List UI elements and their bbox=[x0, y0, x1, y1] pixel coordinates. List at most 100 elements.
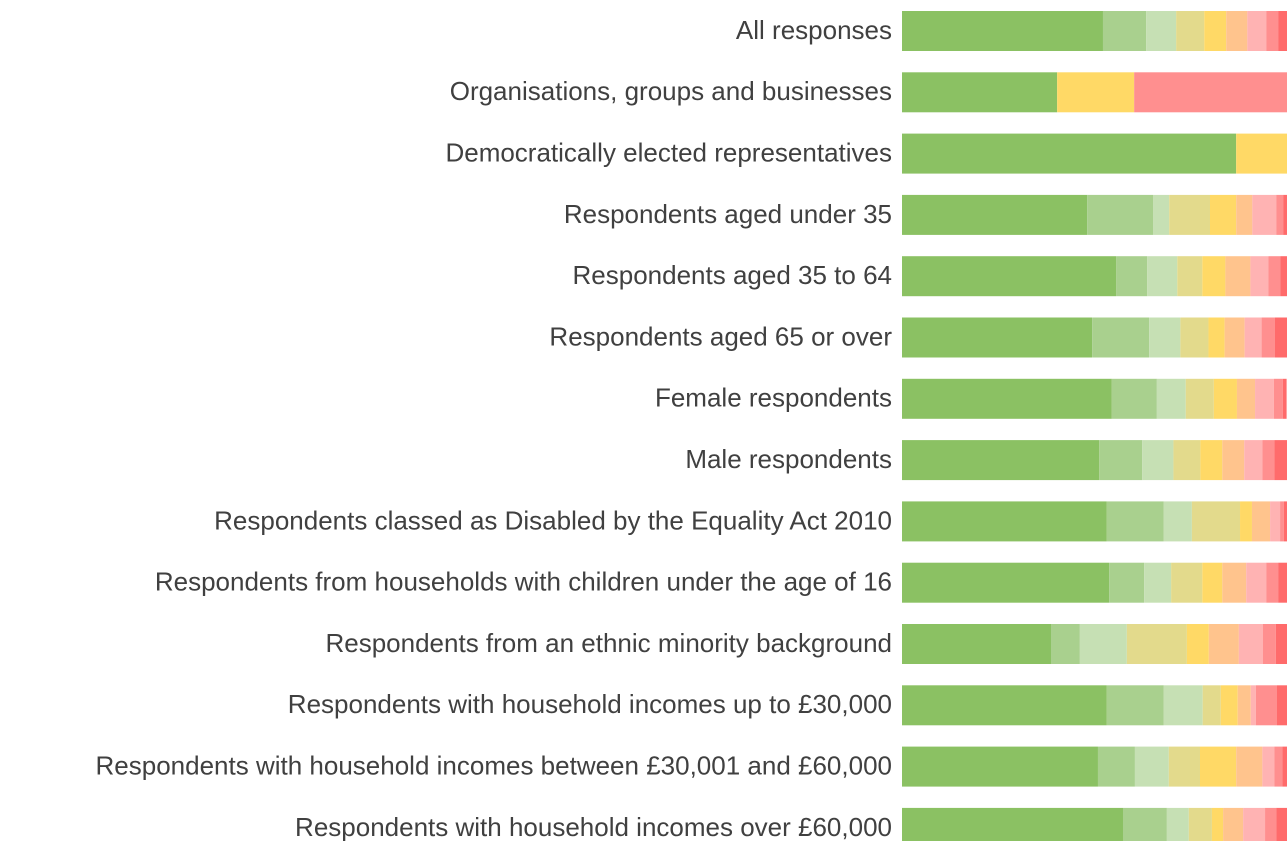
category-label: Respondents classed as Disabled by the E… bbox=[214, 505, 892, 535]
bar-segment bbox=[902, 317, 1093, 358]
bar-segment bbox=[1102, 11, 1147, 51]
bar-segment bbox=[1274, 440, 1287, 481]
bar-segment bbox=[1208, 317, 1225, 358]
bar-segment bbox=[1266, 11, 1279, 51]
category-label: Respondents with household incomes betwe… bbox=[96, 750, 892, 780]
bar-segment bbox=[1262, 624, 1276, 664]
bar-segment bbox=[1236, 194, 1253, 235]
bar-segment bbox=[1265, 807, 1277, 841]
bar-segment bbox=[1278, 11, 1287, 51]
bar-segment bbox=[1208, 624, 1239, 664]
bar-segment bbox=[1244, 440, 1263, 481]
bar-segment bbox=[1116, 256, 1148, 297]
bar-segment bbox=[1274, 317, 1287, 358]
category-label: Respondents aged 35 to 64 bbox=[573, 260, 892, 290]
category-label: Respondents with household incomes up to… bbox=[288, 689, 892, 719]
bar-segment bbox=[1171, 562, 1203, 603]
bar-segment bbox=[1153, 194, 1170, 235]
bar-segment bbox=[902, 11, 1103, 51]
bar-segment bbox=[1210, 194, 1237, 235]
bar-segment bbox=[902, 133, 1237, 174]
bar-segment bbox=[1087, 194, 1154, 235]
bar-segment bbox=[1147, 256, 1178, 297]
bar-segment bbox=[1251, 501, 1271, 542]
bar-segment bbox=[1276, 685, 1287, 726]
bar-segment bbox=[1144, 562, 1172, 603]
category-label: All responses bbox=[736, 15, 892, 45]
bar-segment bbox=[1223, 807, 1244, 841]
bar-segment bbox=[1109, 562, 1145, 603]
bar-segment bbox=[1050, 624, 1080, 664]
bar-segment bbox=[1220, 685, 1238, 726]
bar-segment bbox=[1255, 378, 1274, 419]
bar-segment bbox=[1111, 378, 1157, 419]
bar-segment bbox=[1236, 378, 1256, 419]
bar-segment bbox=[1273, 378, 1283, 419]
bar-segment bbox=[1280, 501, 1284, 542]
bar-segment bbox=[1274, 746, 1283, 787]
bar-segment bbox=[1252, 194, 1277, 235]
bar-segment bbox=[1270, 501, 1281, 542]
bar-segment bbox=[1079, 624, 1127, 664]
bar-segment bbox=[1092, 317, 1150, 358]
bar-segment bbox=[902, 72, 1058, 113]
bar-segment bbox=[1283, 501, 1287, 542]
bar-segment bbox=[1202, 562, 1223, 603]
bar-segment bbox=[1186, 624, 1209, 664]
bar-segment bbox=[1262, 440, 1275, 481]
bar-segment bbox=[902, 501, 1107, 542]
bar-segment bbox=[1222, 440, 1245, 481]
bar-segment bbox=[1146, 11, 1177, 51]
bar-segment bbox=[1213, 378, 1237, 419]
category-label: Democratically elected representatives bbox=[445, 137, 892, 167]
bar-segment bbox=[1226, 11, 1248, 51]
category-label: Respondents aged 65 or over bbox=[549, 321, 892, 351]
bar-segment bbox=[1057, 72, 1135, 113]
bar-segment bbox=[1185, 378, 1214, 419]
bar-segment bbox=[1163, 685, 1203, 726]
bar-segment bbox=[1261, 317, 1275, 358]
category-label: Respondents from households with childre… bbox=[155, 567, 892, 597]
bar-segment bbox=[1225, 256, 1251, 297]
bar-segment bbox=[1188, 807, 1212, 841]
category-label: Respondents from an ethnic minority back… bbox=[325, 628, 892, 658]
bar-segment bbox=[1191, 501, 1241, 542]
bar-segment bbox=[1134, 72, 1287, 113]
category-label: Respondents aged under 35 bbox=[564, 199, 892, 229]
bar-segment bbox=[1156, 378, 1186, 419]
bar-segment bbox=[1122, 807, 1167, 841]
bar-segment bbox=[1106, 501, 1164, 542]
bar-segment bbox=[902, 256, 1117, 297]
bar-segment bbox=[1280, 256, 1287, 297]
bar-segment bbox=[1166, 807, 1189, 841]
bar-segment bbox=[1236, 133, 1287, 174]
bar-segment bbox=[1275, 624, 1287, 664]
bar-segment bbox=[1202, 685, 1221, 726]
category-label: Respondents with household incomes over … bbox=[295, 812, 892, 841]
bar-segment bbox=[1236, 746, 1263, 787]
bar-segment bbox=[1106, 685, 1164, 726]
bar-segment bbox=[1200, 440, 1223, 481]
bar-segment bbox=[1169, 194, 1210, 235]
bar-segment bbox=[1211, 807, 1224, 841]
bar-segment bbox=[1250, 685, 1256, 726]
bar-segment bbox=[1238, 624, 1263, 664]
bar-segment bbox=[1149, 317, 1181, 358]
bar-segment bbox=[902, 624, 1051, 664]
bar-segment bbox=[1247, 11, 1267, 51]
bar-segment bbox=[1250, 256, 1269, 297]
bar-segment bbox=[1142, 440, 1174, 481]
bar-segment bbox=[902, 807, 1123, 841]
bar-segment bbox=[1097, 746, 1135, 787]
bar-segment bbox=[1266, 562, 1279, 603]
bar-segment bbox=[1168, 746, 1200, 787]
bar-segment bbox=[902, 440, 1100, 481]
bar-segment bbox=[902, 685, 1107, 726]
bar-segment bbox=[1134, 746, 1169, 787]
bar-segment bbox=[902, 562, 1110, 603]
bar-segment bbox=[1282, 746, 1287, 787]
bar-segment bbox=[1237, 685, 1251, 726]
bar-segment bbox=[1283, 194, 1287, 235]
bar-segment bbox=[1126, 624, 1187, 664]
